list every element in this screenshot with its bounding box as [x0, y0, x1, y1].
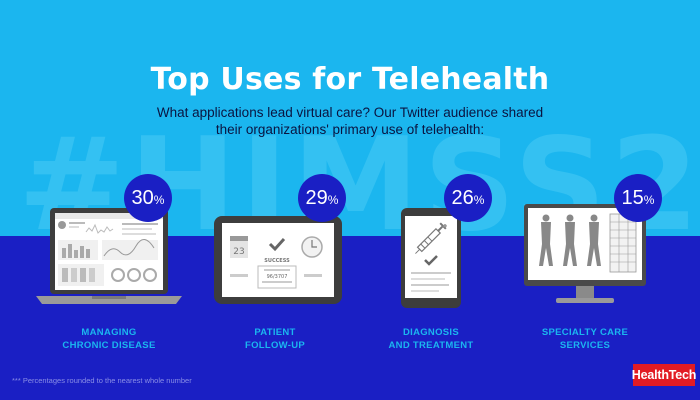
use-label-patient-follow-up: PATIENT FOLLOW-UP: [244, 327, 306, 351]
percent-badge-chronic-disease: 30%: [124, 174, 172, 222]
tablet-success-icon: 23 SUCCESS 96/3707: [214, 216, 342, 304]
use-label-chronic-disease: MANAGING CHRONIC DISEASE: [62, 327, 156, 351]
percent-badge-patient-follow-up: 29%: [298, 174, 346, 222]
page-subtitle: What applications lead virtual care? Our…: [156, 105, 544, 137]
top-band: #HIMSS20: [0, 0, 700, 236]
use-label-diagnosis: DIAGNOSIS AND TREATMENT: [388, 327, 474, 351]
percent-badge-diagnosis: 26%: [444, 174, 492, 222]
percent-badge-specialty-care: 15%: [614, 174, 662, 222]
page-title: Top Uses for Telehealth: [150, 62, 550, 97]
svg-text:23: 23: [233, 247, 244, 257]
svg-text:96/3707: 96/3707: [267, 274, 288, 280]
svg-text:SUCCESS: SUCCESS: [264, 258, 290, 264]
monitor-specialty-icon: [524, 204, 646, 303]
footnote: *** Percentages rounded to the nearest w…: [12, 376, 192, 385]
laptop-dashboard-icon: [36, 208, 182, 304]
use-label-specialty-care: SPECIALTY CARE SERVICES: [541, 327, 629, 351]
phone-syringe-icon: [401, 208, 461, 308]
healthtech-logo: HealthTech: [632, 364, 696, 386]
